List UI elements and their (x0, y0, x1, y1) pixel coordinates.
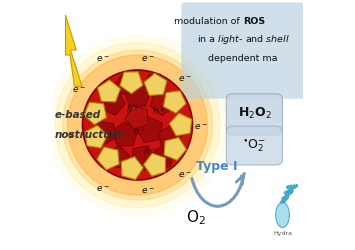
Text: $h^+$: $h^+$ (152, 106, 165, 117)
Polygon shape (112, 122, 138, 146)
Polygon shape (146, 74, 165, 92)
Text: modulation of: modulation of (174, 17, 243, 26)
Circle shape (48, 35, 228, 215)
Text: e-based: e-based (55, 110, 100, 120)
Polygon shape (150, 92, 175, 116)
Text: nostructure: nostructure (55, 130, 123, 140)
Text: $e^-$: $e^-$ (178, 74, 192, 84)
Text: $^{\bullet}$O$_2^{-}$: $^{\bullet}$O$_2^{-}$ (242, 137, 267, 154)
Polygon shape (151, 146, 174, 168)
Polygon shape (84, 102, 106, 124)
Circle shape (62, 50, 213, 200)
Polygon shape (102, 90, 125, 115)
Text: ROS: ROS (243, 17, 265, 26)
Polygon shape (144, 153, 165, 176)
Polygon shape (144, 73, 167, 96)
Circle shape (67, 55, 208, 195)
Text: $e^-$: $e^-$ (194, 123, 208, 132)
Circle shape (82, 70, 192, 180)
Polygon shape (164, 138, 186, 160)
Text: $e^-$: $e^-$ (95, 54, 109, 64)
Text: O$_2$: O$_2$ (186, 208, 206, 227)
FancyBboxPatch shape (226, 126, 283, 165)
Circle shape (55, 42, 220, 207)
Text: $e^-$: $e^-$ (141, 54, 154, 64)
Polygon shape (120, 72, 143, 94)
Text: in a $\it{light}$- and $\it{shell}$: in a $\it{light}$- and $\it{shell}$ (197, 34, 289, 46)
Text: $e^-$: $e^-$ (72, 85, 86, 95)
Text: $e^-$: $e^-$ (178, 170, 192, 180)
Polygon shape (66, 15, 82, 86)
Text: $h^+$: $h^+$ (126, 103, 139, 115)
Polygon shape (121, 157, 143, 180)
Polygon shape (93, 122, 116, 145)
Polygon shape (136, 116, 162, 143)
Text: $h^+$: $h^+$ (143, 146, 157, 157)
Ellipse shape (275, 202, 289, 228)
Polygon shape (169, 113, 192, 136)
Text: Type I: Type I (196, 160, 237, 173)
Polygon shape (98, 80, 120, 102)
Text: $e^-$: $e^-$ (141, 186, 154, 196)
Polygon shape (125, 81, 151, 106)
Polygon shape (85, 126, 107, 148)
Polygon shape (131, 146, 155, 170)
Polygon shape (97, 147, 119, 170)
Polygon shape (115, 75, 134, 95)
Text: H$_2$O$_2$: H$_2$O$_2$ (237, 106, 272, 120)
Polygon shape (163, 91, 186, 113)
Text: Hydra: Hydra (273, 231, 292, 236)
Polygon shape (159, 125, 182, 148)
Text: $e^-$: $e^-$ (67, 130, 81, 140)
FancyBboxPatch shape (181, 2, 305, 99)
Text: $h^+$: $h^+$ (108, 129, 122, 141)
Polygon shape (125, 106, 148, 130)
Text: dependent ma: dependent ma (208, 54, 278, 63)
Text: $e^-$: $e^-$ (95, 184, 109, 194)
Text: $h^+$: $h^+$ (133, 126, 147, 137)
FancyBboxPatch shape (226, 94, 283, 135)
Polygon shape (107, 146, 129, 168)
